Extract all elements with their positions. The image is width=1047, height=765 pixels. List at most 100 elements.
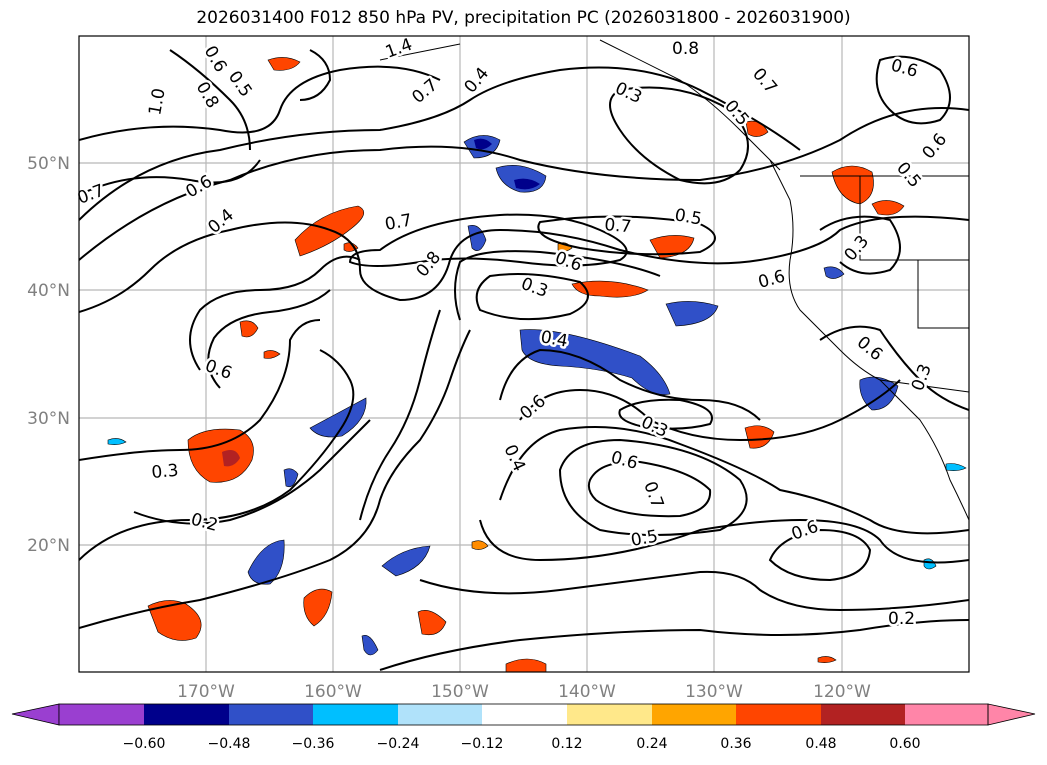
contour-line [79, 65, 441, 141]
contour-line [169, 49, 251, 151]
contour-line [348, 213, 628, 267]
colorbar-tick-label: −0.12 [461, 736, 504, 752]
lon-label: 150°W [431, 682, 489, 702]
anomaly-blob [571, 280, 649, 298]
contour-line [79, 319, 321, 461]
colorbar-bin [652, 704, 736, 725]
anomaly-blob [361, 635, 379, 656]
coastline [769, 159, 969, 521]
colorbar-bin [313, 704, 398, 725]
contour-line [359, 309, 441, 521]
contour-label: 0.7 [604, 215, 633, 237]
colorbar-bin [482, 704, 567, 725]
anomaly-blob [417, 610, 447, 636]
contour-line [79, 329, 471, 629]
colorbar-outline [58, 703, 989, 726]
anomaly-blob [817, 656, 837, 663]
anomaly-blob [222, 450, 240, 467]
anomaly-blob [263, 350, 281, 359]
colorbar-tick-label: 0.48 [805, 736, 836, 752]
anomaly-blob [665, 301, 719, 327]
contour-line [133, 419, 371, 525]
border [879, 379, 969, 393]
lat-label: 30°N [27, 409, 70, 429]
lat-label: 50°N [27, 154, 70, 174]
anomaly-blob [247, 539, 285, 585]
anomaly-blob [187, 428, 254, 483]
colorbar: −0.60 −0.48 −0.36 −0.24 −0.12 0.12 0.24 … [11, 703, 1036, 752]
contour-line [768, 528, 872, 582]
colorbar-bin [821, 704, 905, 725]
contour-line [587, 460, 712, 518]
lon-label: 140°W [558, 682, 616, 702]
contour-line [454, 250, 661, 321]
colorbar-bin [59, 704, 144, 725]
colorbar-extend-high [987, 703, 1036, 726]
negative-precip-anomalies [107, 135, 967, 656]
contour-line [819, 215, 901, 275]
longitude-labels: 170°W 160°W 150°W 140°W 130°W 120°W [177, 682, 871, 702]
colorbar-tick-label: 0.36 [720, 736, 751, 752]
anomaly-blob [147, 600, 202, 641]
map-area [79, 36, 969, 672]
contour-label: 0.2 [888, 609, 915, 629]
colorbar-extend-low [11, 703, 60, 726]
contour-line [379, 619, 969, 671]
pv-contours [79, 49, 969, 671]
contour-line [299, 49, 332, 101]
anomaly-blob [505, 658, 547, 672]
colorbar-bin [567, 704, 652, 725]
contour-line [479, 518, 969, 564]
lat-label: 20°N [27, 536, 70, 556]
anomaly-blob [294, 205, 365, 257]
map-frame [78, 35, 970, 673]
colorbar-bin [229, 704, 313, 725]
contour-line [207, 289, 331, 389]
anomaly-blob [239, 320, 259, 338]
coastlines [379, 39, 969, 521]
anomaly-blob [871, 200, 905, 216]
contour-line [537, 215, 716, 256]
contour-line [875, 55, 951, 125]
anomaly-blob [945, 463, 967, 471]
colorbar-tick-label: 0.24 [636, 736, 667, 752]
colorbar-bin [398, 704, 482, 725]
lon-label: 130°W [685, 682, 743, 702]
anomaly-blob [283, 468, 299, 488]
anomaly-blob [514, 178, 540, 190]
contour-label: 0.3 [151, 461, 180, 483]
anomaly-blob [471, 540, 489, 550]
contour-line [819, 325, 969, 411]
contour-line [79, 66, 801, 221]
anomaly-blob [859, 376, 899, 411]
colorbar-bin [736, 704, 821, 725]
border [917, 260, 969, 329]
border [859, 176, 969, 261]
anomaly-blob [107, 438, 127, 445]
colorbar-tick-label: 0.12 [551, 736, 582, 752]
anomaly-blob [474, 138, 492, 150]
contour-line [618, 398, 713, 430]
contour-line [558, 438, 748, 536]
contour-line [519, 379, 901, 442]
colorbar-tick-label: −0.36 [292, 736, 335, 752]
colorbar-tick-label: −0.48 [208, 736, 251, 752]
lat-label: 40°N [27, 281, 70, 301]
contour-line [499, 348, 761, 421]
anomaly-blob [649, 235, 695, 259]
contour-line [475, 273, 589, 321]
latitude-labels: 50°N 40°N 30°N 20°N [27, 154, 70, 556]
contour-line [79, 159, 261, 196]
anomaly-blob [744, 425, 775, 449]
lon-label: 160°W [304, 682, 362, 702]
contour-line [79, 349, 355, 561]
anomaly-blob [303, 588, 333, 627]
colorbar-bin [144, 704, 229, 725]
contour-line [609, 86, 749, 185]
anomaly-blob [381, 545, 431, 577]
lon-label: 120°W [813, 682, 871, 702]
gridlines [79, 36, 969, 672]
colorbar-tick-label: −0.24 [377, 736, 420, 752]
contour-line [499, 426, 969, 535]
